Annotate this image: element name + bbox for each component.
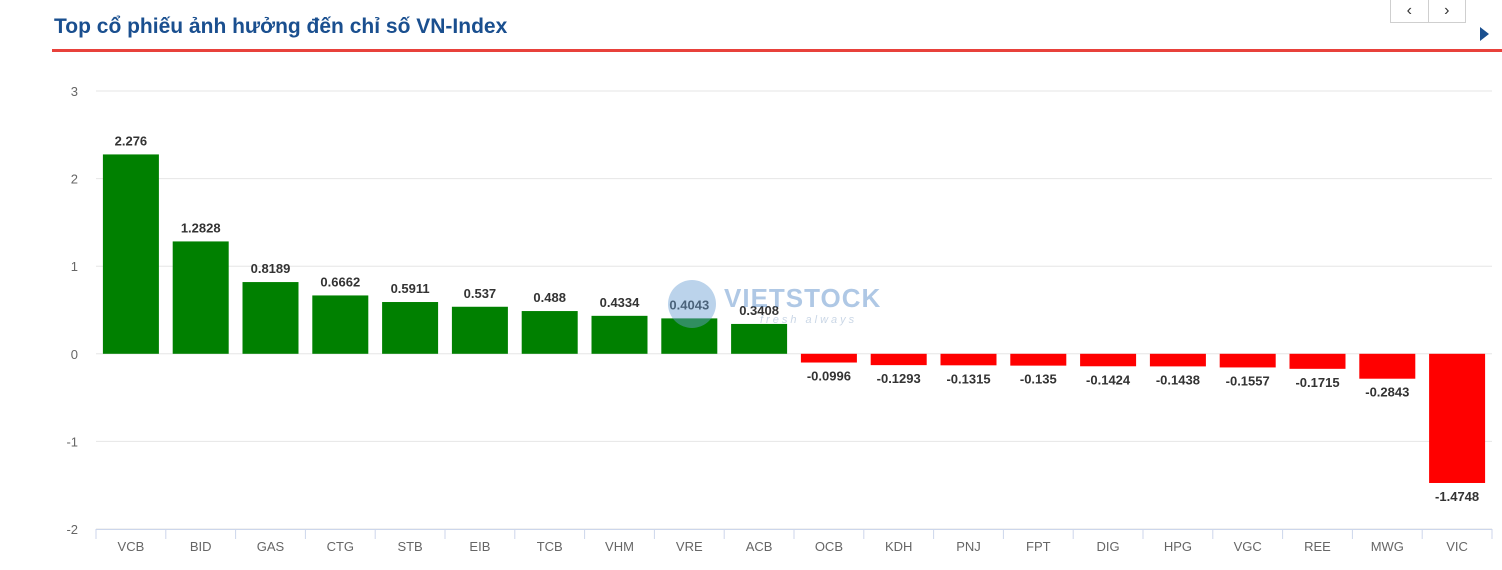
prev-button[interactable]: ‹ bbox=[1406, 2, 1412, 19]
x-tick-label: HPG bbox=[1164, 539, 1192, 554]
bar bbox=[940, 353, 997, 366]
x-tick-label: VRE bbox=[676, 539, 703, 554]
y-tick-label: 2 bbox=[71, 172, 78, 187]
bar bbox=[1289, 353, 1346, 369]
x-tick-label: VCB bbox=[118, 539, 145, 554]
x-tick-label: DIG bbox=[1097, 539, 1120, 554]
data-label: -1.4748 bbox=[1435, 489, 1479, 504]
data-label: 0.488 bbox=[533, 290, 566, 305]
y-tick-label: -1 bbox=[66, 434, 78, 449]
data-label: 2.276 bbox=[115, 133, 148, 148]
data-label: -0.0996 bbox=[807, 369, 851, 384]
x-tick-label: MWG bbox=[1371, 539, 1404, 554]
x-tick-label: KDH bbox=[885, 539, 912, 554]
bar bbox=[800, 353, 857, 363]
x-tick-label: PNJ bbox=[956, 539, 981, 554]
x-tick-label: ACB bbox=[746, 539, 773, 554]
data-label: 0.537 bbox=[464, 286, 497, 301]
bar bbox=[1010, 353, 1067, 366]
y-tick-label: 1 bbox=[71, 259, 78, 274]
y-tick-label: 3 bbox=[71, 84, 78, 99]
data-label: 0.5911 bbox=[391, 281, 430, 296]
bar bbox=[172, 241, 229, 354]
data-label: 0.4334 bbox=[600, 295, 641, 310]
data-label: -0.1424 bbox=[1086, 372, 1131, 387]
bar bbox=[591, 315, 648, 354]
data-label: -0.1438 bbox=[1156, 372, 1200, 387]
bar bbox=[102, 154, 159, 354]
bar bbox=[242, 282, 299, 354]
bar bbox=[382, 302, 439, 354]
bar bbox=[1149, 353, 1206, 367]
bar bbox=[1080, 353, 1137, 367]
x-tick-label: BID bbox=[190, 539, 212, 554]
bar bbox=[870, 353, 927, 366]
bar bbox=[451, 306, 508, 354]
next-button[interactable]: › bbox=[1427, 0, 1466, 22]
x-tick-label: CTG bbox=[327, 539, 354, 554]
data-label: -0.2843 bbox=[1365, 385, 1409, 400]
title-underline bbox=[52, 49, 1502, 52]
play-triangle-icon[interactable] bbox=[1480, 27, 1489, 41]
x-tick-label: VGC bbox=[1234, 539, 1262, 554]
x-tick-label: REE bbox=[1304, 539, 1331, 554]
data-label: 0.8189 bbox=[251, 261, 291, 276]
data-label: -0.135 bbox=[1020, 372, 1057, 387]
bar bbox=[1429, 353, 1486, 483]
x-tick-label: EIB bbox=[469, 539, 490, 554]
data-label: 0.4043 bbox=[669, 297, 709, 312]
x-tick-label: VIC bbox=[1446, 539, 1468, 554]
data-label: 1.2828 bbox=[181, 220, 221, 235]
bar bbox=[312, 295, 369, 354]
x-tick-label: TCB bbox=[537, 539, 563, 554]
bar bbox=[521, 311, 578, 354]
chart-pager: ‹ › bbox=[1390, 0, 1466, 23]
x-tick-label: STB bbox=[397, 539, 422, 554]
y-tick-label: 0 bbox=[71, 347, 78, 362]
data-label: -0.1557 bbox=[1226, 373, 1270, 388]
page-title: Top cổ phiếu ảnh hưởng đến chỉ số VN-Ind… bbox=[54, 15, 508, 38]
x-tick-label: OCB bbox=[815, 539, 843, 554]
data-label: 0.3408 bbox=[739, 303, 779, 318]
bar bbox=[731, 323, 788, 354]
data-label: -0.1293 bbox=[877, 371, 921, 386]
x-tick-label: VHM bbox=[605, 539, 634, 554]
vn-index-impact-chart: 3 2 1 0 -1 -2 2.276 VCB 1.2828 BID 0.8189 GAS 0.6662… bbox=[66, 84, 1493, 554]
bar bbox=[661, 318, 718, 354]
y-tick-label: -2 bbox=[66, 522, 78, 537]
x-tick-label: GAS bbox=[257, 539, 285, 554]
bar bbox=[1359, 353, 1416, 379]
x-tick-label: FPT bbox=[1026, 539, 1051, 554]
bar bbox=[1219, 353, 1276, 368]
data-label: -0.1715 bbox=[1295, 375, 1339, 390]
data-label: 0.6662 bbox=[320, 274, 360, 289]
data-label: -0.1315 bbox=[946, 371, 990, 386]
